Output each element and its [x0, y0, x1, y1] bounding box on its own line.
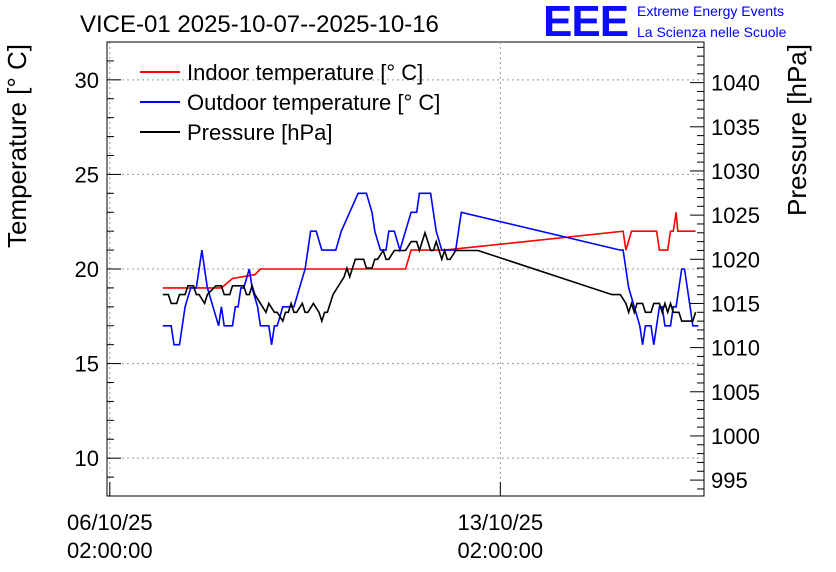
y-tick-label: 10: [75, 446, 99, 471]
x-tick-label-time: 02:00:00: [458, 538, 544, 563]
chart-title: VICE-01 2025-10-07--2025-10-16: [80, 11, 439, 38]
y-tick-label: 25: [75, 162, 99, 187]
y-axis-label: Temperature [° C]: [2, 44, 32, 248]
x-tick-label-time: 02:00:00: [67, 538, 153, 563]
y2-tick-label: 1010: [711, 336, 760, 361]
series-line-2: [162, 230, 697, 324]
legend-label-0: Indoor temperature [° C]: [187, 60, 423, 85]
logo-eee: EEE: [543, 0, 629, 46]
logo-line-1: Extreme Energy Events: [637, 3, 785, 19]
y-tick-label: 30: [75, 68, 99, 93]
x-tick-label-date: 13/10/25: [458, 510, 544, 535]
y2-tick-label: 1025: [711, 203, 760, 228]
x-tick-label-date: 06/10/25: [67, 510, 153, 535]
series-line-1: [162, 192, 699, 346]
y2-tick-label: 995: [711, 468, 748, 493]
x-axis: 06/10/25 02:00:00 13/10/25 02:00:00: [67, 482, 543, 563]
legend-label-1: Outdoor temperature [° C]: [187, 90, 440, 115]
y-tick-label: 15: [75, 352, 99, 377]
y2-tick-label: 1005: [711, 380, 760, 405]
y2-tick-label: 1030: [711, 159, 760, 184]
legend: Indoor temperature [° C] Outdoor temperat…: [140, 60, 440, 145]
y2-tick-label: 1020: [711, 247, 760, 272]
legend-label-2: Pressure [hPa]: [187, 120, 333, 145]
right-axis: 995 1000 1005 1010 1015 1020 1025 1030 1035 1040: [690, 46, 760, 493]
series-layer: [162, 192, 699, 346]
series-line-0: [162, 212, 696, 289]
left-axis: 10 15 20 25 30: [75, 41, 121, 497]
y2-axis-label: Pressure [hPa]: [782, 44, 812, 216]
y2-tick-label: 1000: [711, 424, 760, 449]
y2-tick-label: 1035: [711, 115, 760, 140]
logo-line-2: La Scienza nelle Scuole: [637, 24, 787, 40]
y-tick-label: 20: [75, 257, 99, 282]
y2-tick-label: 1040: [711, 71, 760, 96]
y2-tick-label: 1015: [711, 291, 760, 316]
